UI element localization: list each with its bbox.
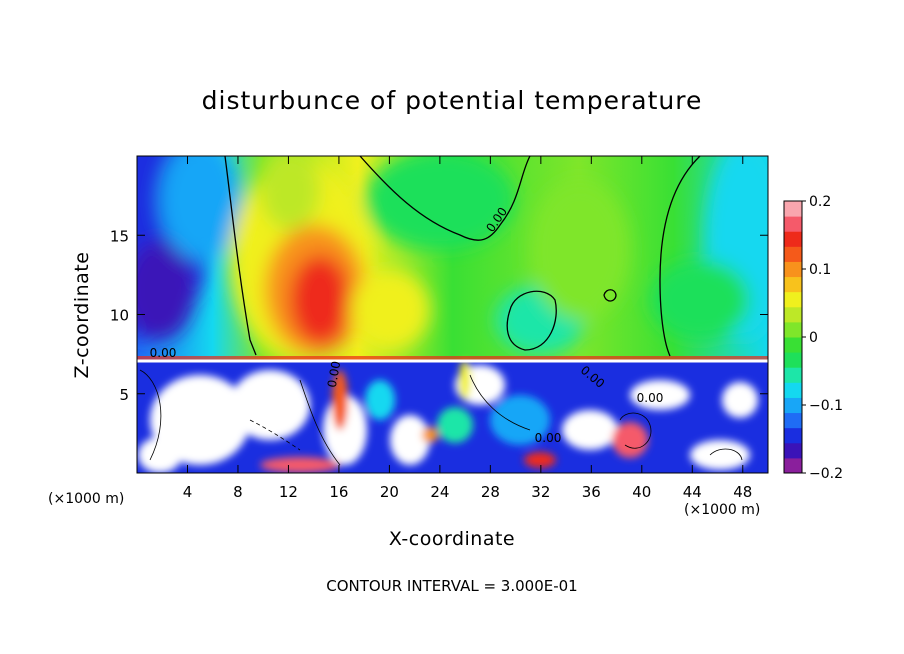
contour-label: 0.00 <box>325 360 343 389</box>
colorbar-swatch <box>784 337 802 353</box>
colorbar-swatch <box>784 201 802 217</box>
x-tick-label: 8 <box>233 483 243 501</box>
x-axis-label: X-coordinate <box>388 528 516 550</box>
x-axis-ticks: 4 8 12 16 20 24 28 32 36 40 44 48 <box>183 156 752 501</box>
contour-label: 0.00 <box>535 431 562 445</box>
colorbar-swatch <box>784 412 802 429</box>
colorbar: 0.2 0.1 0 −0.1 −0.2 <box>783 194 843 482</box>
colorbar-tick-label: −0.2 <box>809 466 843 482</box>
colorbar-swatch <box>784 246 802 262</box>
x-tick-label: 28 <box>481 483 500 501</box>
colorbar-tick-label: 0 <box>809 330 818 346</box>
colorbar-swatch <box>784 352 802 368</box>
colorbar-swatch <box>784 306 802 323</box>
colorbar-tick-label: 0.1 <box>809 262 831 278</box>
colorbar-swatch <box>784 291 802 308</box>
field-layer <box>137 156 768 473</box>
x-tick-label: 44 <box>683 483 702 501</box>
x-tick-label: 12 <box>279 483 298 501</box>
colorbar-swatch <box>784 427 802 444</box>
colorbar-swatch <box>784 367 802 383</box>
chart-title: disturbunce of potential temperature <box>201 86 703 115</box>
contour-label: 0.00 <box>637 391 664 405</box>
x-tick-label: 4 <box>183 483 193 501</box>
colorbar-tick-label: 0.2 <box>809 194 831 210</box>
colorbar-swatch <box>784 382 802 398</box>
colorbar-swatch <box>784 231 802 247</box>
x-axis-unit-left: (×1000 m) <box>48 491 125 507</box>
x-tick-label: 20 <box>380 483 399 501</box>
y-axis-label: Z-coordinate <box>71 251 93 379</box>
colorbar-swatch <box>784 457 802 474</box>
colorbar-swatch <box>784 397 802 414</box>
y-axis-ticks: 5 10 15 <box>110 227 768 404</box>
x-tick-label: 16 <box>329 483 348 501</box>
contour-interval-note: CONTOUR INTERVAL = 3.000E-01 <box>326 577 578 595</box>
x-tick-label: 40 <box>632 483 651 501</box>
x-tick-label: 36 <box>582 483 601 501</box>
colorbar-swatch <box>784 261 802 278</box>
colorbar-swatch <box>784 321 802 338</box>
contour-label: 0.00 <box>150 346 177 360</box>
colorbar-swatch <box>784 216 802 232</box>
y-tick-label: 5 <box>119 386 129 404</box>
colorbar-swatch <box>784 276 802 293</box>
x-tick-label: 24 <box>430 483 449 501</box>
x-axis-unit-right: (×1000 m) <box>684 502 761 518</box>
colorbar-tick-label: −0.1 <box>809 398 843 414</box>
y-tick-label: 10 <box>110 307 129 325</box>
colorbar-swatch <box>784 442 802 459</box>
x-tick-label: 32 <box>531 483 550 501</box>
y-tick-label: 15 <box>110 227 129 245</box>
x-tick-label: 48 <box>733 483 752 501</box>
